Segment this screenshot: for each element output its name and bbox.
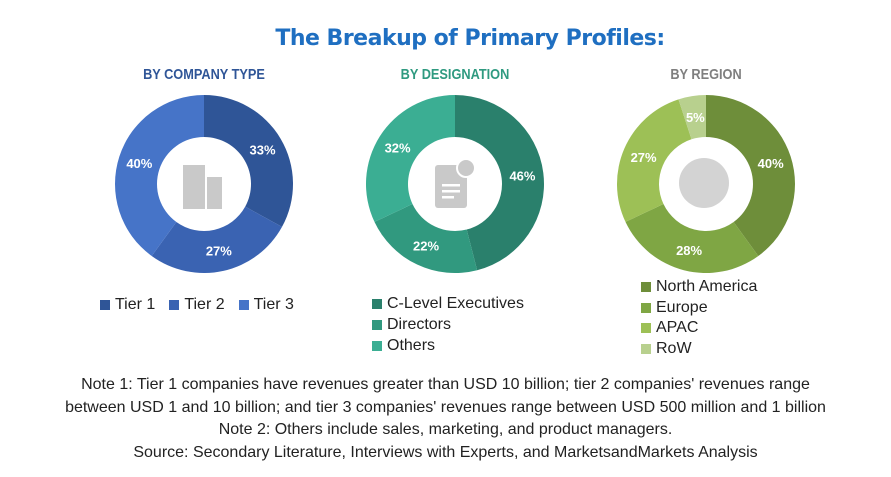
- legend-swatch: [372, 319, 382, 330]
- legend-label: Tier 3: [253, 296, 294, 313]
- legend-label: Directors: [387, 316, 452, 333]
- legend-item: Directors: [372, 314, 524, 335]
- legend-item: APAC: [641, 318, 757, 339]
- legend-item: Others: [372, 335, 524, 356]
- slice-apac: [617, 99, 692, 222]
- data-label: 27%: [631, 150, 657, 165]
- donut-charts: 40% 28% 27% 5% 46% 22% 32% 33% 27% 40%: [115, 95, 795, 273]
- slice-tier-3: [115, 95, 204, 257]
- legend-item: Tier 1: [100, 294, 155, 315]
- data-label: 22%: [413, 239, 439, 254]
- chart-title: The Breakup of Primary Profiles:: [275, 26, 665, 51]
- legend-item: Tier 2: [169, 294, 225, 315]
- legend-swatch: [238, 299, 249, 310]
- data-label: 46%: [509, 168, 535, 183]
- slice-row: [678, 95, 706, 140]
- subtitle-company-type: BY COMPANY TYPE: [143, 66, 265, 83]
- building-icon: [183, 165, 222, 209]
- legend-swatch: [641, 343, 651, 354]
- data-label: 40%: [758, 156, 784, 171]
- slice-tier-2: [151, 206, 282, 273]
- slice-europe: [625, 204, 759, 273]
- legend-swatch: [169, 299, 180, 310]
- slice-c-level-executives: [455, 95, 544, 271]
- source-line: Source: Secondary Literature, Interviews…: [133, 443, 758, 461]
- slice-north-america: [706, 95, 795, 257]
- subtitle-designation: BY DESIGNATION: [400, 66, 510, 83]
- note-line: between USD 1 and 10 billion; and tier 3…: [65, 398, 826, 416]
- slice-tier-1: [204, 95, 294, 227]
- legend-label: Others: [387, 337, 436, 354]
- legend-label: APAC: [656, 319, 699, 336]
- data-label: 40%: [126, 156, 152, 171]
- legend-item: Tier 3: [238, 294, 294, 315]
- legend-item: Europe: [641, 298, 757, 319]
- data-label: 27%: [206, 243, 232, 258]
- legend-swatch: [100, 299, 110, 310]
- note-line: Note 1: Tier 1 companies have revenues g…: [81, 376, 810, 393]
- subtitle-region: BY REGION: [670, 66, 742, 83]
- legend-item: C-Level Executives: [372, 293, 524, 314]
- legend-designation: C-Level Executives Directors Others: [372, 293, 524, 356]
- data-label: 32%: [385, 141, 411, 156]
- legend-swatch: [641, 323, 651, 334]
- legend-label: RoW: [656, 339, 692, 357]
- note-line: Note 2: Others include sales, marketing,…: [218, 421, 673, 438]
- legend-label: Europe: [656, 298, 708, 316]
- legend-label: Tier 1: [115, 296, 156, 313]
- data-label: 33%: [250, 142, 276, 157]
- legend-label: North America: [656, 278, 758, 295]
- legend-swatch: [641, 302, 651, 313]
- legend-swatch: [372, 340, 382, 351]
- legend-label: Tier 2: [184, 296, 225, 313]
- legend-item: RoW: [641, 339, 757, 360]
- data-label: 5%: [686, 110, 705, 125]
- legend-label: C-Level Executives: [387, 295, 524, 312]
- legend-swatch: [641, 282, 651, 293]
- slice-directors: [374, 204, 478, 273]
- globe-icon: [679, 158, 729, 208]
- document-icon: [435, 158, 476, 208]
- legend-region: North America Europe APAC RoW: [641, 277, 757, 359]
- slice-others: [365, 95, 455, 222]
- notes: Note 1: Tier 1 companies have revenues g…: [0, 374, 891, 464]
- legend-item: North America: [641, 277, 757, 298]
- data-label: 28%: [676, 243, 702, 258]
- legend-company-type: Tier 1 Tier 2 Tier 3: [100, 294, 294, 315]
- legend-swatch: [372, 298, 382, 309]
